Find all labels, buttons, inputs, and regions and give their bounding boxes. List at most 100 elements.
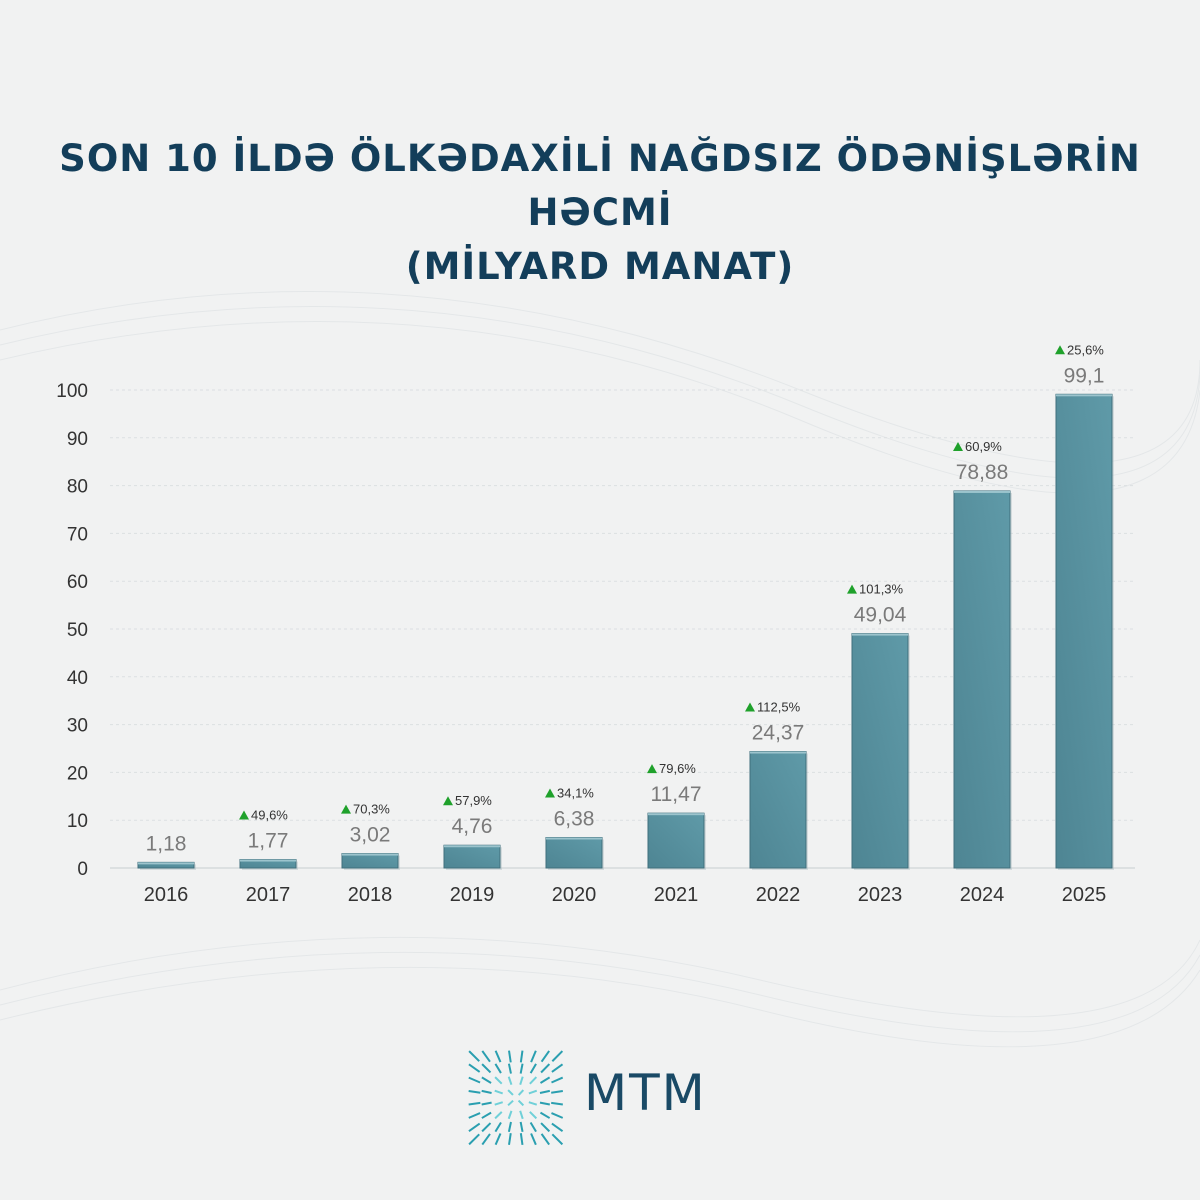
logo-ray xyxy=(507,1110,513,1120)
bar-top-highlight xyxy=(750,751,806,754)
x-tick-label: 2017 xyxy=(246,884,291,906)
value-label: 6,38 xyxy=(554,808,595,831)
bar-top-highlight xyxy=(1056,394,1112,397)
bar-2020 xyxy=(545,837,603,869)
chart-title: SON 10 İLDƏ ÖLKƏDAXİLİ NAĞDSIZ ÖDƏNİŞLƏR… xyxy=(0,132,1200,294)
logo-ray xyxy=(539,1101,551,1106)
y-tick-label: 10 xyxy=(67,811,88,832)
growth-arrow-icon xyxy=(443,796,453,806)
growth-arrow-icon xyxy=(647,764,657,774)
y-tick-label: 60 xyxy=(67,572,88,593)
logo-ray xyxy=(539,1111,551,1119)
logo-ray xyxy=(519,1133,524,1145)
logo-ray xyxy=(494,1089,504,1095)
logo-ray xyxy=(551,1133,564,1146)
x-tick-label: 2020 xyxy=(552,884,597,906)
y-tick-label: 100 xyxy=(56,381,88,402)
x-tick-label: 2024 xyxy=(960,884,1005,906)
logo-ray xyxy=(529,1076,538,1085)
growth-label: 112,5% xyxy=(757,700,801,715)
bar-2024 xyxy=(953,490,1011,869)
x-tick-label: 2023 xyxy=(858,884,903,906)
value-label: 4,76 xyxy=(452,815,493,838)
logo-ray xyxy=(494,1111,503,1120)
logo-ray xyxy=(481,1050,491,1063)
logo-ray xyxy=(481,1133,491,1146)
bar-2025 xyxy=(1055,393,1113,869)
logo-ray xyxy=(507,1099,514,1107)
y-tick-label: 90 xyxy=(67,429,88,450)
logo-ray xyxy=(507,1121,512,1133)
bar-2021 xyxy=(647,812,705,869)
logo-ray xyxy=(519,1063,524,1074)
growth-arrow-icon xyxy=(545,788,555,798)
logo-ray xyxy=(468,1076,481,1084)
value-label: 1,18 xyxy=(146,832,187,855)
logo-ray xyxy=(507,1063,512,1074)
growth-label: 70,3% xyxy=(353,802,390,817)
logo-ray xyxy=(481,1122,492,1133)
growth-arrow-icon xyxy=(847,584,857,594)
logo-ray xyxy=(551,1122,564,1132)
growth-label: 49,6% xyxy=(251,808,288,823)
logo-ray xyxy=(551,1063,564,1073)
logo-ray xyxy=(481,1101,492,1106)
growth-arrow-icon xyxy=(1055,345,1065,355)
growth-arrow-icon xyxy=(745,702,755,712)
bar-top-highlight xyxy=(240,859,296,862)
logo-ray xyxy=(530,1133,537,1146)
logo-ray xyxy=(508,1050,512,1063)
value-label: 1,77 xyxy=(248,830,289,853)
x-tick-label: 2022 xyxy=(756,884,801,906)
logo-ray xyxy=(468,1050,480,1062)
logo-ray xyxy=(539,1076,551,1084)
logo-ray xyxy=(529,1121,537,1133)
x-tick-label: 2025 xyxy=(1062,884,1107,906)
logo-ray xyxy=(494,1063,502,1074)
logo-ray xyxy=(519,1050,524,1063)
value-label: 3,02 xyxy=(350,824,391,847)
logo-ray xyxy=(468,1133,480,1146)
x-tick-label: 2021 xyxy=(654,884,699,906)
logo-ray xyxy=(551,1112,564,1119)
bar-2018 xyxy=(341,853,399,869)
mtm-logo: MTM xyxy=(466,1048,736,1148)
logo-ray xyxy=(494,1076,503,1085)
logo-ray xyxy=(494,1050,502,1063)
growth-label: 34,1% xyxy=(557,786,594,801)
growth-arrow-icon xyxy=(953,441,963,451)
y-tick-label: 30 xyxy=(67,716,88,737)
logo-ray xyxy=(540,1050,550,1063)
growth-label: 60,9% xyxy=(965,439,1002,454)
value-label: 49,04 xyxy=(854,604,907,627)
logo-ray xyxy=(507,1089,514,1096)
logo-ray xyxy=(530,1050,537,1063)
y-tick-label: 50 xyxy=(67,620,88,641)
y-tick-label: 20 xyxy=(67,763,88,784)
logo-ray xyxy=(519,1121,524,1133)
bar-top-highlight xyxy=(648,813,704,816)
bar-top-highlight xyxy=(546,837,602,840)
logo-ray xyxy=(494,1101,504,1106)
logo-ray xyxy=(551,1090,563,1094)
bar-top-highlight xyxy=(954,490,1010,493)
logo-ray xyxy=(551,1101,563,1106)
bar-top-highlight xyxy=(138,862,194,865)
logo-ray xyxy=(517,1089,525,1096)
y-tick-label: 80 xyxy=(67,477,88,498)
logo-ray xyxy=(540,1063,551,1074)
logo-ray xyxy=(468,1122,481,1132)
logo-ray xyxy=(481,1076,492,1084)
growth-label: 57,9% xyxy=(455,793,492,808)
logo-ray xyxy=(540,1133,550,1146)
bar-top-highlight xyxy=(342,853,398,856)
logo-ray xyxy=(468,1090,481,1094)
logo-ray xyxy=(468,1112,481,1119)
x-tick-label: 2018 xyxy=(348,884,393,906)
growth-arrow-icon xyxy=(341,804,351,814)
logo-ray xyxy=(494,1133,502,1146)
bar-top-highlight xyxy=(444,845,500,848)
bar-2023 xyxy=(851,633,909,869)
logo-ray xyxy=(517,1099,525,1107)
